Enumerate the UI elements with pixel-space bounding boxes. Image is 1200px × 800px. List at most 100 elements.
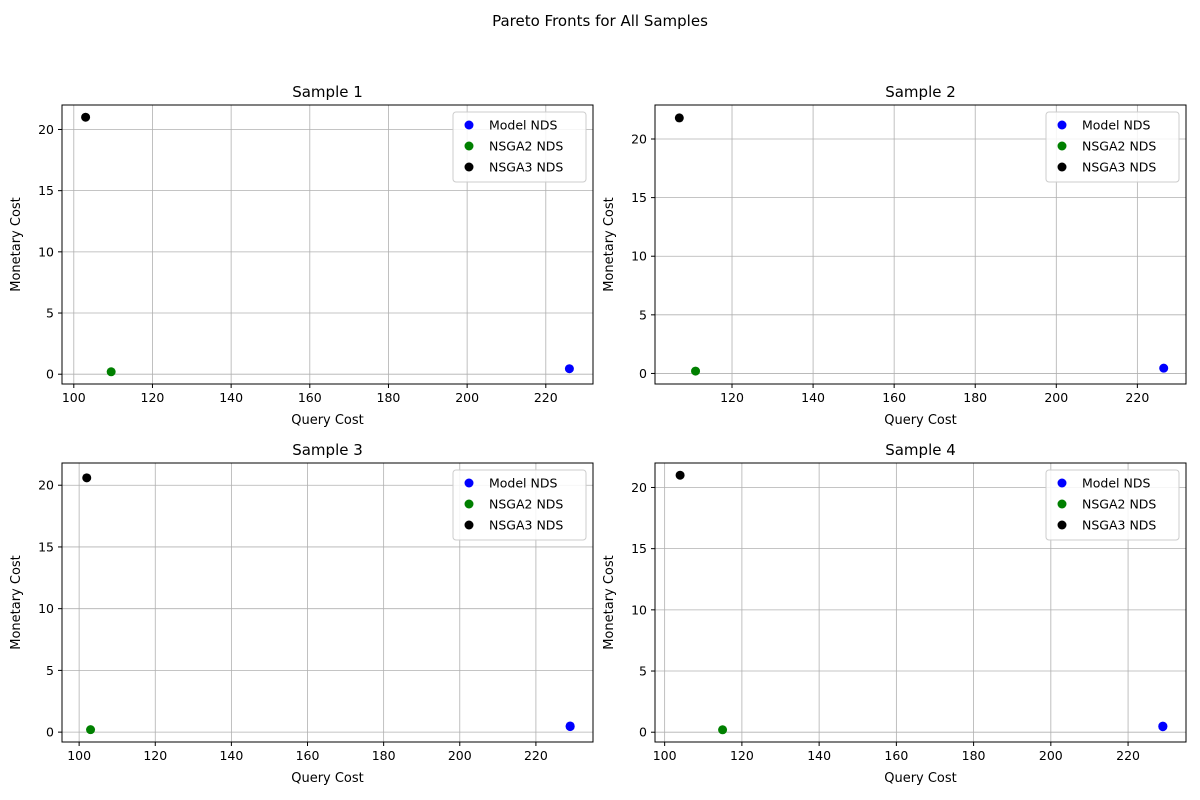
x-tick-label: 100	[67, 748, 91, 763]
y-tick-label: 20	[38, 122, 54, 137]
legend-marker-nsga3-nds	[1057, 520, 1067, 530]
subplot-title: Sample 1	[292, 83, 363, 101]
x-tick-label: 100	[62, 390, 86, 405]
y-tick-label: 10	[631, 602, 647, 617]
legend: Model NDS NSGA2 NDS NSGA3 NDS	[1045, 469, 1180, 541]
legend-marker-nsga3-nds	[464, 162, 474, 172]
figure-title: Pareto Fronts for All Samples	[492, 12, 708, 30]
y-axis-label: Monetary Cost	[602, 197, 617, 292]
legend-marker-nsga2-nds	[1057, 141, 1067, 151]
x-tick-label: 100	[653, 748, 677, 763]
subplot-sample-3: 100 120 140 160 180 200 220 0 5 10 15 20 Sample 3 Que…	[9, 441, 594, 786]
subplot-title: Sample 2	[885, 83, 956, 101]
legend-label-model-nds: Model NDS	[1082, 476, 1150, 491]
x-tick-label: 140	[801, 390, 825, 405]
y-axis-label: Monetary Cost	[9, 555, 24, 650]
y-tick-label: 20	[631, 131, 647, 146]
subplot-title: Sample 3	[292, 441, 363, 459]
x-tick-label: 220	[1125, 390, 1149, 405]
x-tick-label: 160	[882, 390, 906, 405]
legend-marker-nsga2-nds	[464, 141, 474, 151]
y-tick-label: 5	[639, 307, 647, 322]
y-tick-label: 15	[38, 183, 54, 198]
legend-label-nsga3-nds: NSGA3 NDS	[1082, 160, 1156, 175]
legend-box	[1045, 469, 1180, 541]
subplot-sample-2: 120 140 160 180 200 220 0 5 10 15 20 Sample 2 Query …	[602, 83, 1187, 428]
point-model-nds	[565, 721, 575, 731]
x-tick-label: 160	[296, 748, 320, 763]
y-tick-label: 0	[46, 367, 54, 382]
x-tick-label: 180	[963, 390, 987, 405]
x-tick-label: 200	[1044, 390, 1068, 405]
x-tick-label: 120	[720, 390, 744, 405]
y-tick-label: 15	[631, 541, 647, 556]
x-tick-label: 180	[962, 748, 986, 763]
legend-marker-nsga2-nds	[464, 499, 474, 509]
legend-marker-model-nds	[464, 478, 474, 488]
point-nsga3-nds	[675, 470, 685, 480]
point-nsga3-nds	[82, 473, 92, 483]
y-tick-label: 10	[631, 249, 647, 264]
point-nsga2-nds	[106, 367, 116, 377]
legend-box	[1045, 111, 1180, 183]
x-tick-label: 220	[1116, 748, 1140, 763]
legend-box	[452, 111, 587, 183]
y-axis-label: Monetary Cost	[9, 197, 24, 292]
y-axis-label: Monetary Cost	[602, 555, 617, 650]
legend-box	[452, 469, 587, 541]
y-tick-label: 15	[631, 190, 647, 205]
y-tick-label: 0	[639, 725, 647, 740]
x-tick-label: 140	[219, 748, 243, 763]
x-axis-label: Query Cost	[884, 771, 957, 786]
axes-frame	[654, 462, 1187, 743]
legend: Model NDS NSGA2 NDS NSGA3 NDS	[1045, 111, 1180, 183]
legend-label-model-nds: Model NDS	[489, 476, 557, 491]
legend: Model NDS NSGA2 NDS NSGA3 NDS	[452, 111, 587, 183]
legend-label-nsga3-nds: NSGA3 NDS	[489, 518, 563, 533]
x-tick-label: 180	[372, 748, 396, 763]
y-tick-label: 20	[38, 478, 54, 493]
axes-frame	[654, 104, 1187, 385]
point-nsga2-nds	[718, 725, 728, 735]
x-tick-label: 120	[143, 748, 167, 763]
point-nsga3-nds	[81, 112, 91, 122]
legend-label-nsga2-nds: NSGA2 NDS	[489, 139, 563, 154]
axes-frame	[61, 104, 594, 385]
y-tick-label: 15	[38, 539, 54, 554]
x-tick-label: 120	[730, 748, 754, 763]
y-tick-label: 5	[639, 664, 647, 679]
point-model-nds	[564, 364, 574, 374]
y-tick-label: 0	[46, 725, 54, 740]
x-tick-label: 140	[807, 748, 831, 763]
legend-label-nsga2-nds: NSGA2 NDS	[1082, 497, 1156, 512]
subplot-sample-1: 100 120 140 160 180 200 220 0 5 10 15 20 Sample 1 Que…	[9, 83, 594, 428]
x-tick-label: 180	[377, 390, 401, 405]
legend-label-nsga2-nds: NSGA2 NDS	[1082, 139, 1156, 154]
subplot-title: Sample 4	[885, 441, 956, 459]
legend-marker-model-nds	[464, 120, 474, 130]
x-tick-label: 160	[298, 390, 322, 405]
legend-label-nsga3-nds: NSGA3 NDS	[1082, 518, 1156, 533]
legend-marker-nsga3-nds	[464, 520, 474, 530]
y-tick-label: 10	[38, 601, 54, 616]
subplot-sample-4: 100 120 140 160 180 200 220 0 5 10 15 20 Sample 4 Que…	[602, 441, 1187, 786]
x-axis-label: Query Cost	[884, 413, 957, 428]
point-nsga3-nds	[674, 113, 684, 123]
legend-label-model-nds: Model NDS	[1082, 118, 1150, 133]
y-tick-label: 5	[46, 306, 54, 321]
x-axis-label: Query Cost	[291, 413, 364, 428]
legend-marker-nsga3-nds	[1057, 162, 1067, 172]
legend-marker-nsga2-nds	[1057, 499, 1067, 509]
point-model-nds	[1158, 721, 1168, 731]
x-tick-label: 200	[455, 390, 479, 405]
x-tick-label: 220	[524, 748, 548, 763]
x-tick-label: 160	[884, 748, 908, 763]
point-model-nds	[1159, 363, 1169, 373]
x-tick-label: 120	[141, 390, 165, 405]
legend-label-nsga3-nds: NSGA3 NDS	[489, 160, 563, 175]
legend: Model NDS NSGA2 NDS NSGA3 NDS	[452, 469, 587, 541]
y-tick-label: 10	[38, 244, 54, 259]
x-tick-label: 220	[534, 390, 558, 405]
legend-marker-model-nds	[1057, 478, 1067, 488]
